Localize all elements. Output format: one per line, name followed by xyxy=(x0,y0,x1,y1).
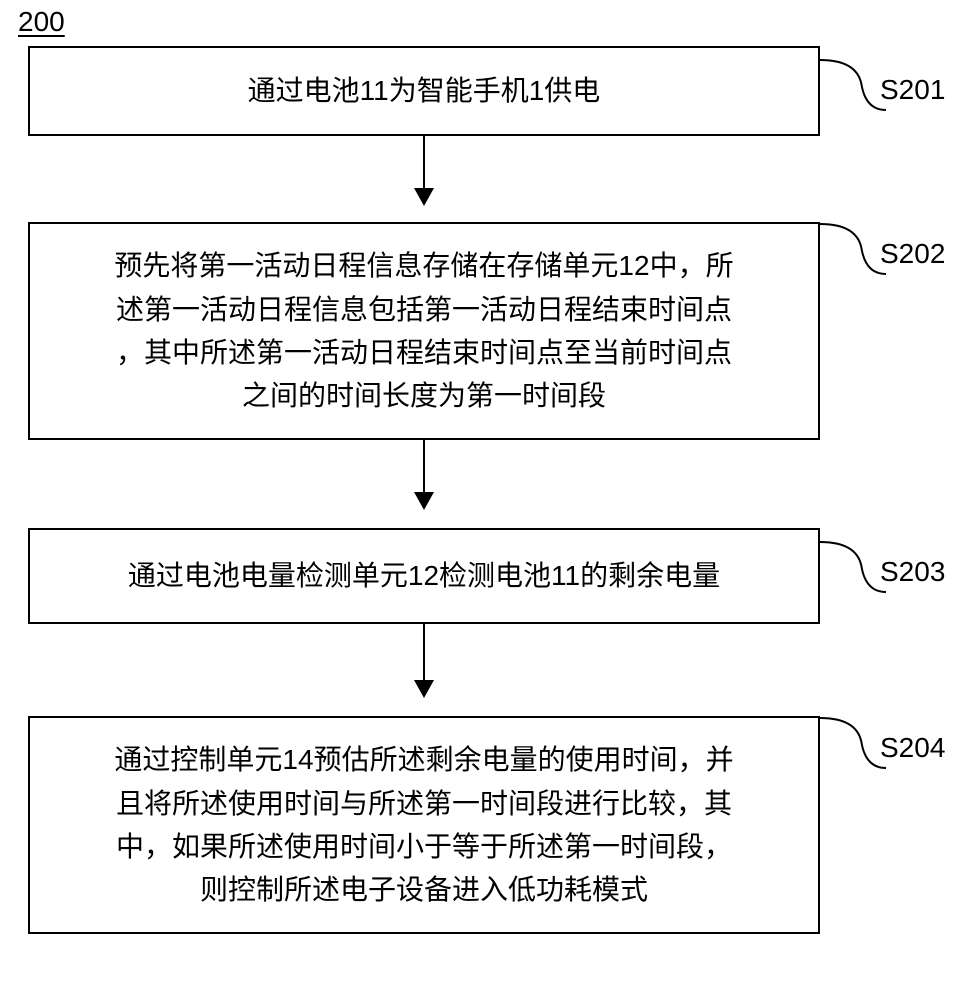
connector-curve-s203 xyxy=(818,536,888,596)
flowchart-step-s201: 通过电池11为智能手机1供电 xyxy=(28,46,820,136)
flowchart-step-label-s202: S202 xyxy=(880,238,945,270)
flowchart-step-s202: 预先将第一活动日程信息存储在存储单元12中，所 述第一活动日程信息包括第一活动日… xyxy=(28,222,820,440)
flowchart-step-s203: 通过电池电量检测单元12检测电池11的剩余电量 xyxy=(28,528,820,624)
flowchart-canvas: 200 通过电池11为智能手机1供电 S201 预先将第一活动日程信息存储在存储单元… xyxy=(0,0,955,1000)
flowchart-arrow-1 xyxy=(423,136,425,204)
connector-curve-s201 xyxy=(818,54,888,114)
flowchart-arrow-3 xyxy=(423,624,425,696)
flowchart-step-label-s203: S203 xyxy=(880,556,945,588)
connector-curve-s204 xyxy=(818,712,888,772)
flowchart-step-s204: 通过控制单元14预估所述剩余电量的使用时间，并 且将所述使用时间与所述第一时间段… xyxy=(28,716,820,934)
flowchart-arrow-2 xyxy=(423,440,425,508)
flowchart-step-label-s204: S204 xyxy=(880,732,945,764)
flowchart-step-label-s201: S201 xyxy=(880,74,945,106)
figure-number-label: 200 xyxy=(18,6,65,38)
connector-curve-s202 xyxy=(818,218,888,278)
